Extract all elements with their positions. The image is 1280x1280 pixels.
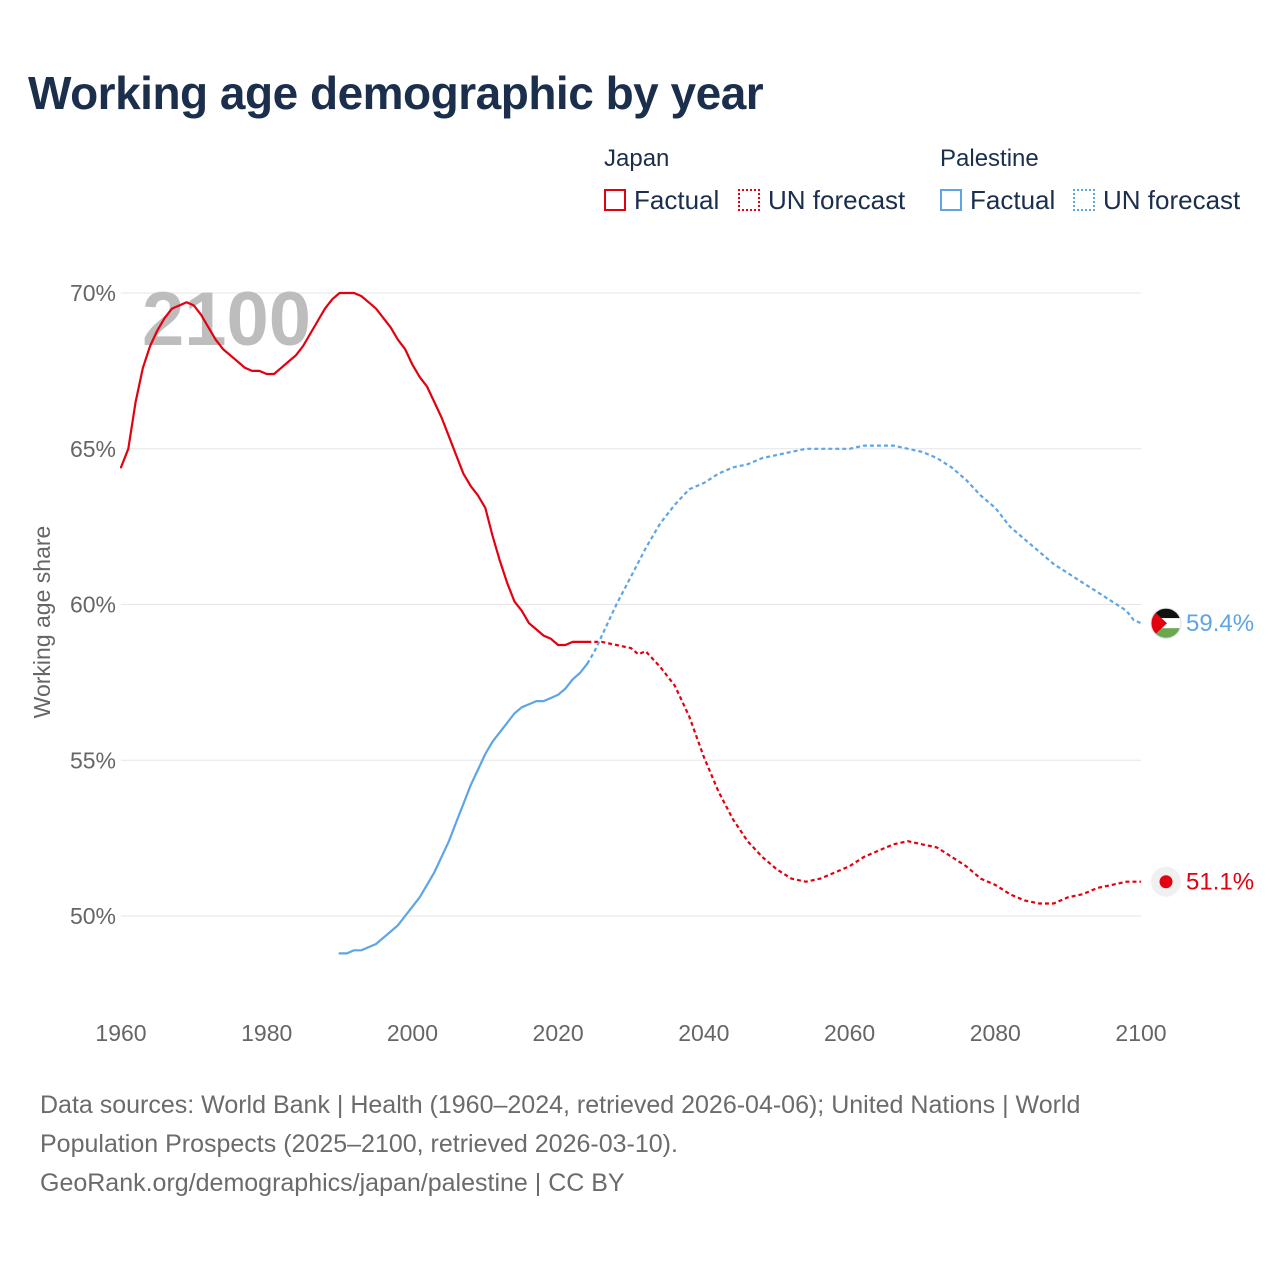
y-axis-title: Working age share [29, 526, 55, 719]
legend-japan-factual[interactable]: Factual [604, 184, 720, 215]
y-tick-label-55: 55% [70, 747, 116, 773]
x-axis-ticks: 1960 1980 2000 2020 2040 2060 2080 2100 [95, 1020, 1166, 1046]
series-palestine-factual[interactable] [338, 662, 589, 955]
legend-japan-forecast[interactable]: UN forecast [738, 184, 906, 215]
x-tick-label-2040: 2040 [678, 1020, 729, 1046]
sources-line-1: Data sources: World Bank | Health (1960–… [40, 1091, 1081, 1119]
sources-line-3[interactable]: GeoRank.org/demographics/japan/palestine… [40, 1169, 625, 1197]
data-sources: Data sources: World Bank | Health (1960–… [40, 1086, 1240, 1203]
legend-swatch-palestine-factual [940, 189, 962, 211]
series-palestine-forecast[interactable] [586, 444, 1142, 665]
series-japan-forecast[interactable] [587, 640, 1141, 905]
legend-label-japan-forecast: UN forecast [768, 184, 906, 215]
legend-label-palestine-forecast: UN forecast [1103, 184, 1241, 215]
current-year-label: 2100 [142, 277, 311, 362]
legend-swatch-japan-forecast [738, 189, 760, 211]
x-tick-label-1980: 1980 [241, 1020, 292, 1046]
series-lines [119, 291, 1142, 955]
x-tick-label-2080: 2080 [970, 1020, 1021, 1046]
y-tick-label-60: 60% [70, 592, 116, 618]
sources-line-2: Population Prospects (2025–2100, retriev… [40, 1130, 678, 1158]
x-tick-label-2100: 2100 [1115, 1020, 1166, 1046]
legend-palestine-forecast[interactable]: UN forecast [1073, 184, 1241, 215]
y-axis-ticks: 50% 55% 60% 65% 70% [70, 280, 116, 929]
x-tick-label-2020: 2020 [533, 1020, 584, 1046]
legend-swatch-japan-factual [604, 189, 626, 211]
y-tick-label-50: 50% [70, 903, 116, 929]
legend-group-japan: Japan [604, 145, 670, 172]
end-label-value-japan: 51.1% [1186, 869, 1254, 896]
series-japan-factual[interactable] [119, 291, 589, 647]
legend-label-palestine-factual: Factual [970, 184, 1056, 215]
x-tick-label-1960: 1960 [95, 1020, 146, 1046]
legend-palestine-factual[interactable]: Factual [940, 184, 1056, 215]
end-label-japan: 51.1% [1151, 866, 1254, 897]
end-label-value-palestine: 59.4% [1186, 610, 1254, 637]
end-labels: 59.4% 51.1% [1150, 607, 1254, 897]
grid-lines [121, 292, 1141, 917]
x-tick-label-2060: 2060 [824, 1020, 875, 1046]
legend-group-palestine: Palestine [940, 145, 1039, 172]
y-tick-label-65: 65% [70, 436, 116, 462]
line-chart: 50% 55% 60% 65% 70% 1960 1980 2000 2020 2040 2060… [29, 277, 1254, 1046]
x-tick-label-2000: 2000 [387, 1020, 438, 1046]
chart-title: Working age demographic by year [28, 67, 764, 119]
legend-swatch-palestine-forecast [1073, 189, 1095, 211]
japan-flag-icon [1151, 866, 1181, 897]
legend-label-japan-factual: Factual [634, 184, 720, 215]
end-label-palestine: 59.4% [1150, 607, 1254, 639]
palestine-flag-icon [1150, 607, 1182, 639]
y-tick-label-70: 70% [70, 280, 116, 306]
